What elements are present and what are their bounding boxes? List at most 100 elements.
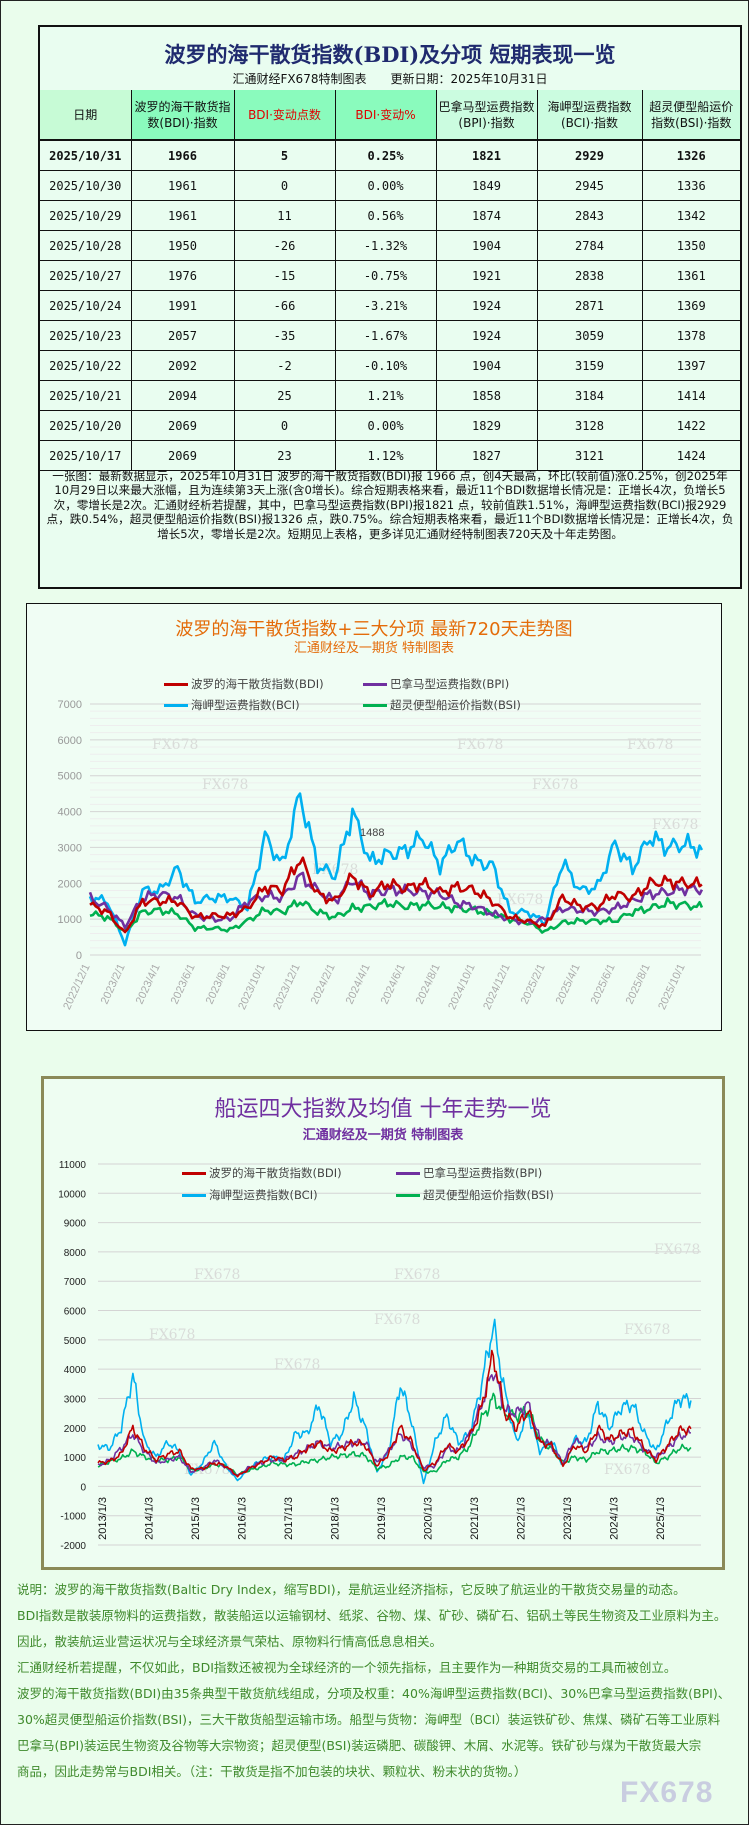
x-tick-label: 2025/10/1 [656, 962, 688, 1011]
legend-item: 波罗的海干散货指数(BDI) [164, 676, 324, 692]
x-tick-label: 2024/6/1 [379, 962, 408, 1006]
x-tick-label: 2020/1/3 [423, 1497, 435, 1540]
x-tick-label: 2024/12/1 [481, 962, 513, 1011]
fx678-watermark: FX678 [202, 777, 248, 793]
y-tick-label: 3000 [64, 1394, 87, 1405]
table-cell: -1.67% [335, 320, 437, 351]
legend-item: 超灵便型船运价指数(BSI) [396, 1187, 554, 1203]
table-cell: 2025/10/27 [40, 260, 132, 291]
note-line: 巴拿马(BPI)装运民生物资及谷物等大宗物资；超灵便型(BSI)装运磷肥、碳酸钾… [17, 1738, 702, 1753]
legend-swatch [182, 1171, 206, 1175]
legend-swatch [363, 682, 387, 686]
table-cell: 0.25% [335, 140, 437, 171]
series-line-bsi [89, 897, 704, 934]
table-cell: 1921 [436, 260, 538, 291]
legend-label: 海岬型运费指数(BCI) [191, 698, 300, 712]
chart-ten-year-trend: 船运四大指数及均值 十年走势一览 汇通财经及一期货 特制图表 -2000 -100… [41, 1076, 725, 1570]
x-tick-label: 2024/2/1 [309, 962, 338, 1006]
table-cell: 2094 [131, 380, 235, 411]
legend-label: 超灵便型船运价指数(BSI) [423, 1188, 554, 1202]
y-tick-label: 0 [76, 950, 82, 962]
chart1-title: 波罗的海干散货指数+三大分项 最新720天走势图 [175, 619, 573, 640]
legend-swatch [164, 703, 188, 707]
legend-item: 超灵便型船运价指数(BSI) [363, 697, 521, 713]
table-cell: -3.21% [335, 290, 437, 321]
fx678-watermark-logo: FX678 [620, 1776, 714, 1809]
fx678-watermark: FX678 [457, 737, 503, 753]
x-tick-label: 2022/12/1 [61, 962, 93, 1011]
x-tick-label: 2025/2/1 [519, 962, 548, 1006]
column-header: 波罗的海干散货指数(BDI)·指数 [131, 90, 235, 141]
y-tick-label: 3000 [58, 842, 82, 854]
table-cell: 2025/10/28 [40, 230, 132, 261]
fx678-watermark: FX678 [194, 1267, 240, 1283]
x-tick-label: 2024/8/1 [414, 962, 443, 1006]
table-cell: 3184 [537, 380, 643, 411]
table-cell: 1904 [436, 230, 538, 261]
note-line: 波罗的海干散货指数(BDI)由35条典型干散货航线组成，分项及权重：40%海岬型… [17, 1686, 731, 1701]
table-cell: 2025/10/17 [40, 440, 132, 471]
bdi-summary-table-panel: 波罗的海干散货指数(BDI)及分项 短期表现一览 汇通财经FX678特制图表 更… [38, 25, 742, 589]
table-cell: 1336 [642, 170, 740, 201]
table-cell: 1874 [436, 200, 538, 231]
x-tick-label: 2023/6/1 [169, 962, 198, 1006]
legend-label: 波罗的海干散货指数(BDI) [191, 677, 324, 691]
table-cell: 1821 [436, 140, 538, 171]
table-row: 2025/10/21 2094 25 1.21% 1858 3184 1414 [40, 380, 740, 411]
legend-label: 超灵便型船运价指数(BSI) [390, 698, 521, 712]
y-tick-label: 8000 [64, 1248, 87, 1259]
fx678-watermark: FX678 [532, 777, 578, 793]
table-cell: 1924 [436, 290, 538, 321]
legend-item: 波罗的海干散货指数(BDI) [182, 1165, 342, 1181]
table-row: 2025/10/31 1966 5 0.25% 1821 2929 1326 [40, 140, 740, 171]
x-tick-label: 2023/8/1 [204, 962, 233, 1006]
x-tick-label: 2023/1/3 [562, 1497, 574, 1540]
x-tick-label: 2021/1/3 [469, 1497, 481, 1540]
legend-label: 巴拿马型运费指数(BPI) [390, 677, 510, 691]
table-cell: 1326 [642, 140, 740, 171]
table-cell: -0.10% [335, 350, 437, 381]
series-line-bdi [97, 1349, 692, 1478]
series-line-bci [88, 792, 704, 947]
table-cell: 25 [234, 380, 336, 411]
table-cell: 1414 [642, 380, 740, 411]
table-row: 2025/10/24 1991 -66 -3.21% 1924 2871 1369 [40, 290, 740, 321]
legend-label: 巴拿马型运费指数(BPI) [423, 1166, 543, 1180]
y-tick-label: 1000 [64, 1453, 87, 1464]
legend-item: 海岬型运费指数(BCI) [182, 1187, 318, 1203]
table-cell: 1422 [642, 410, 740, 441]
fx678-watermark: FX678 [604, 1462, 650, 1478]
table-cell: 0 [234, 170, 336, 201]
note-line: 说明：波罗的海干散货指数(Baltic Dry Index，缩写BDI)，是航运… [17, 1582, 686, 1597]
table-cell: 2929 [537, 140, 643, 171]
table-cell: 2025/10/24 [40, 290, 132, 321]
table-cell: 2784 [537, 230, 643, 261]
chart2-subtitle: 汇通财经及一期货 特制图表 [302, 1128, 464, 1143]
table-cell: 23 [234, 440, 336, 471]
table-cell: 2871 [537, 290, 643, 321]
table-cell: 1397 [642, 350, 740, 381]
y-tick-label: 7000 [64, 1277, 87, 1288]
table-row: 2025/10/23 2057 -35 -1.67% 1924 3059 1378 [40, 320, 740, 351]
table-header-row: 日期 波罗的海干散货指数(BDI)·指数 BDI·变动点数 BDI·变动% 巴拿马型运费… [40, 90, 740, 141]
series-line-bsi [97, 1392, 692, 1476]
y-tick-label: -2000 [60, 1541, 86, 1552]
table-row: 2025/10/30 1961 0 0.00% 1849 2945 1336 [40, 170, 740, 201]
x-tick-label: 2025/1/3 [655, 1497, 667, 1540]
legend-swatch [396, 1171, 420, 1175]
x-tick-label: 2018/1/3 [330, 1497, 342, 1540]
table-cell: 0.00% [335, 410, 437, 441]
legend-item: 海岬型运费指数(BCI) [164, 697, 300, 713]
x-tick-label: 2019/1/3 [376, 1497, 388, 1540]
x-tick-label: 2023/10/1 [236, 962, 268, 1011]
table-cell: 3121 [537, 440, 643, 471]
fx678-watermark: FX678 [274, 1357, 320, 1373]
table-subtitle: 汇通财经FX678特制图表 更新日期：2025年10月31日 [232, 72, 548, 86]
legend-swatch [182, 1193, 206, 1197]
x-tick-label: 2023/2/1 [99, 962, 128, 1006]
table-row: 2025/10/28 1950 -26 -1.32% 1904 2784 1350 [40, 230, 740, 261]
y-tick-label: 4000 [58, 807, 82, 819]
y-tick-label: 6000 [64, 1307, 87, 1318]
table-cell: 2069 [131, 440, 235, 471]
column-header: BDI·变动% [335, 90, 437, 141]
